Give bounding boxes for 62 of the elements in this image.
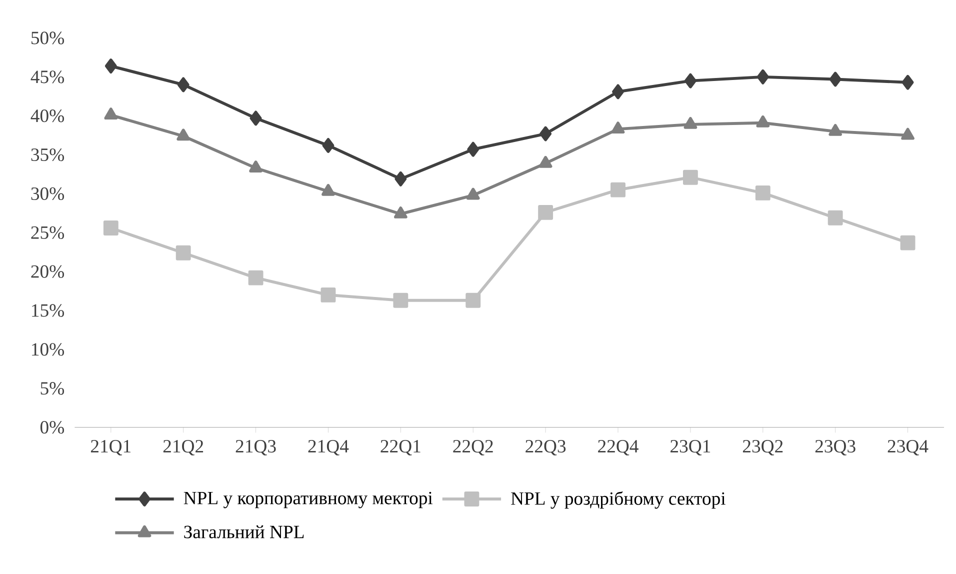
point [176,128,190,141]
y-tick-label: 5% [40,382,64,395]
x-tick-label: 22Q3 [526,440,566,456]
y-tick-label: 0% [40,420,64,434]
y-tick-label: 20% [31,265,64,278]
point [104,108,118,120]
legend-label: Загальний NPL [184,525,304,538]
point [538,204,554,220]
point [249,160,262,172]
point [612,84,624,100]
point [829,72,842,87]
y-tick-label: 25% [31,226,64,239]
point [828,124,842,136]
point [902,74,914,90]
x-tick-label: 21Q1 [90,440,131,456]
point [466,292,481,308]
point [176,245,191,260]
point [177,77,190,92]
y-tick-label: 10% [32,343,64,356]
point [756,115,770,128]
point [466,188,480,200]
y-tick-label: 45% [30,70,64,84]
point [394,171,407,186]
point [322,184,335,196]
x-tick-label: 21Q2 [163,440,204,456]
point [684,73,696,88]
y-tick-label: 40% [30,110,64,122]
x-tick-label: 22Q2 [453,440,493,456]
point [611,122,625,134]
x-tick-label: 23Q3 [815,440,856,456]
x-tick-label: 23Q4 [888,440,928,456]
point [103,220,118,236]
point [467,142,480,157]
y-tick-label: 15% [32,304,64,317]
point [828,210,843,226]
y-tick-label: 30% [31,187,64,200]
x-tick-label: 22Q4 [598,440,638,456]
point [248,270,264,286]
point [394,206,408,218]
point [901,128,914,140]
point [684,116,698,129]
point [320,287,336,302]
point [900,235,916,250]
y-tick-label: 35% [31,148,64,162]
y-tick-label: 50% [32,32,64,44]
point [756,69,769,84]
point [540,126,552,142]
point [393,292,408,308]
point [322,138,334,153]
legend-label: NPL у корпоративному мекторі [184,492,433,508]
x-tick-label: 22Q1 [380,440,420,456]
point [755,185,770,200]
x-tick-label: 23Q2 [742,440,783,456]
point [610,182,626,198]
point [682,170,698,185]
x-tick-label: 23Q1 [670,440,710,456]
x-tick-label: 21Q3 [236,440,276,456]
x-tick-label: 21Q4 [308,440,349,456]
point [250,110,262,126]
point [104,58,117,74]
legend-label: NPL у роздрібному секторі [511,491,726,509]
point [538,156,552,168]
